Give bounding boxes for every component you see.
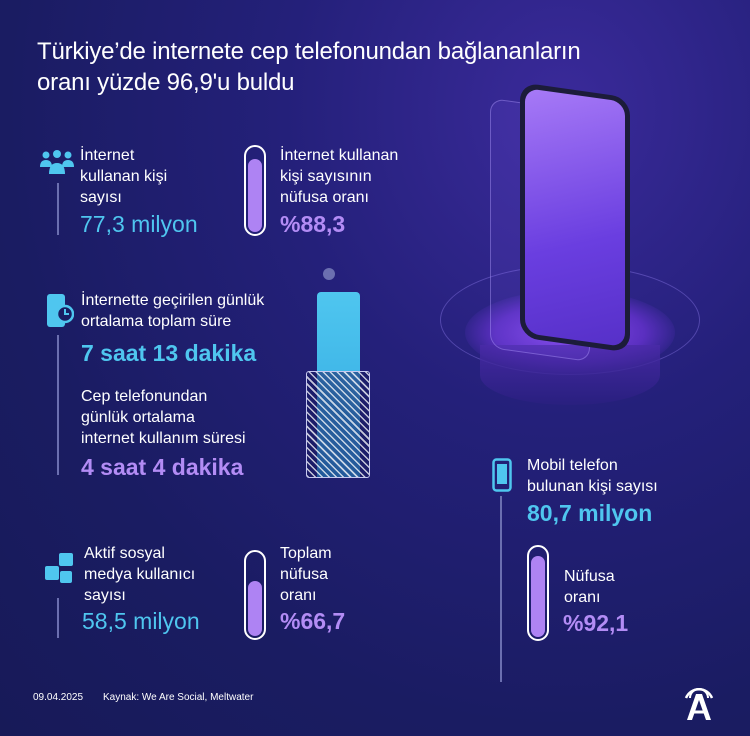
phone-clock-icon xyxy=(46,293,75,329)
label-line: kişi sayısının xyxy=(280,168,372,185)
decor-dot xyxy=(323,268,335,280)
social-value: 58,5 milyon xyxy=(82,608,200,634)
label-line: Nüfusa xyxy=(564,568,615,585)
date-text: 09.04.2025 xyxy=(33,692,84,703)
mobile-time-value: 4 saat 4 dakika xyxy=(81,454,244,480)
divider-line xyxy=(57,335,59,475)
label-line: ortalama toplam süre xyxy=(81,313,232,330)
label-line: İnternette geçirilen günlük xyxy=(81,292,265,309)
label-line: İnternet xyxy=(80,147,135,164)
label-line: oranı xyxy=(564,589,601,606)
mobile-ratio-gauge xyxy=(527,545,549,641)
gauge-fill xyxy=(531,555,545,637)
internet-users-label: İnternet kullanan kişi sayısı xyxy=(80,145,167,208)
label-line: Mobil telefon xyxy=(527,457,618,474)
internet-ratio-gauge xyxy=(244,145,266,236)
gauge-fill xyxy=(248,581,262,636)
daily-time-label: İnternette geçirilen günlük ortalama top… xyxy=(81,290,264,332)
label-line: nüfusa oranı xyxy=(280,189,369,206)
mobile-phone-icon xyxy=(492,458,512,492)
gauge-fill xyxy=(248,158,262,232)
divider-line xyxy=(500,496,502,682)
divider-line xyxy=(57,598,59,638)
daily-time-value: 7 saat 13 dakika xyxy=(81,340,257,366)
social-media-icon xyxy=(43,553,75,589)
internet-ratio-label: İnternet kullanan kişi sayısının nüfusa … xyxy=(280,145,398,208)
social-ratio-label: Toplam nüfusa oranı xyxy=(280,543,332,606)
label-line: bulunan kişi sayısı xyxy=(527,478,658,495)
label-line: Toplam xyxy=(280,545,332,562)
page-title: Türkiye’de internete cep telefonundan ba… xyxy=(37,36,581,98)
source-text: Kaynak: We Are Social, Meltwater xyxy=(103,692,254,703)
divider-line xyxy=(57,183,59,235)
phone-illustration xyxy=(430,82,710,405)
internet-users-value: 77,3 milyon xyxy=(80,211,198,237)
label-line: Aktif sosyal xyxy=(84,545,165,562)
label-line: sayısı xyxy=(84,587,126,604)
social-ratio-gauge xyxy=(244,550,266,640)
mobile-owners-label: Mobil telefon bulunan kişi sayısı xyxy=(527,455,658,497)
label-line: nüfusa xyxy=(280,566,329,583)
internet-ratio-value: %88,3 xyxy=(280,211,346,237)
mobile-ratio-value: %92,1 xyxy=(563,610,629,636)
label-line: internet kullanım süresi xyxy=(81,430,246,447)
title-line-2: oranı yüzde 96,9'u buldu xyxy=(37,69,295,96)
people-icon xyxy=(40,150,74,174)
label-line: oranı xyxy=(280,587,317,604)
label-line: kullanan kişi xyxy=(80,168,168,185)
aa-logo xyxy=(684,684,714,720)
social-label: Aktif sosyal medya kullanıcı sayısı xyxy=(84,543,195,606)
mobile-owners-value: 80,7 milyon xyxy=(527,500,653,526)
social-ratio-value: %66,7 xyxy=(280,608,346,634)
label-line: günlük ortalama xyxy=(81,409,195,426)
title-line-1: Türkiye’de internete cep telefonundan ba… xyxy=(37,38,581,65)
label-line: sayısı xyxy=(80,189,122,206)
label-line: İnternet kullanan xyxy=(280,147,399,164)
mobile-time-label: Cep telefonundan günlük ortalama interne… xyxy=(81,386,246,449)
mobile-time-bar xyxy=(306,371,370,478)
label-line: Cep telefonundan xyxy=(81,388,208,405)
label-line: medya kullanıcı xyxy=(84,566,196,583)
mobile-ratio-label: Nüfusa oranı xyxy=(564,566,615,608)
